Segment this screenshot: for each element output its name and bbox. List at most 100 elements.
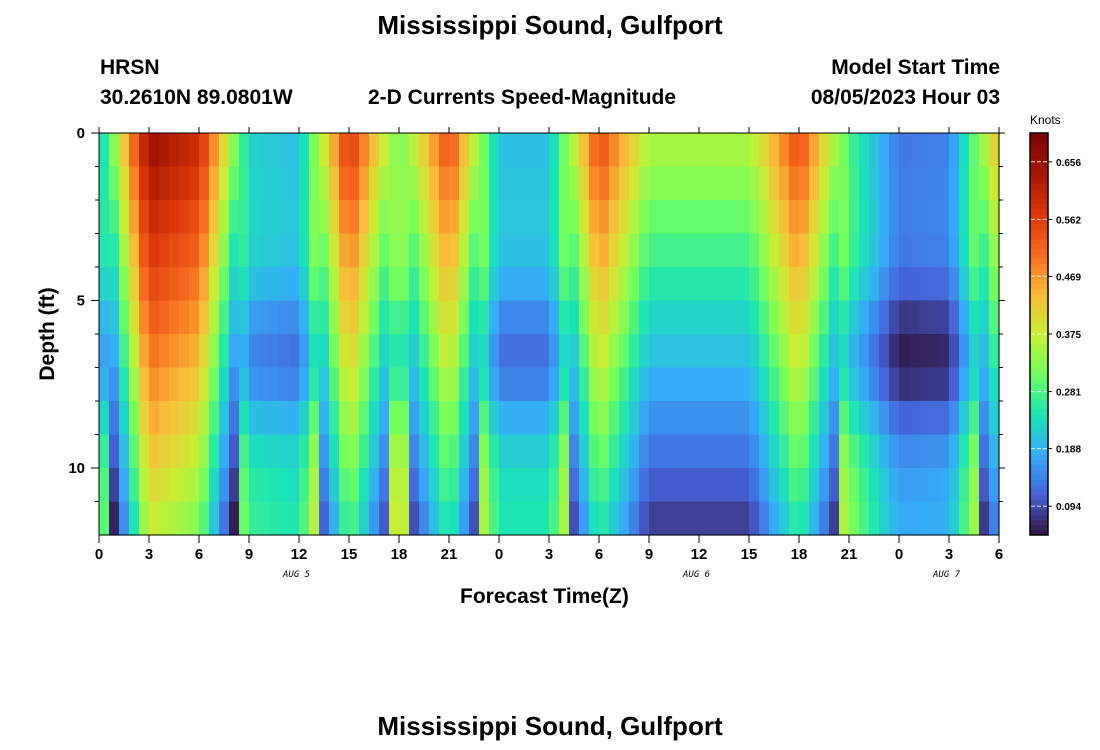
heatmap-cell xyxy=(739,501,750,536)
heatmap-cell xyxy=(259,300,270,335)
heatmap-cell xyxy=(209,133,220,168)
heatmap-cell xyxy=(159,166,170,201)
heatmap-cell xyxy=(529,233,540,268)
heatmap-cell xyxy=(769,133,780,168)
heatmap-cell xyxy=(789,166,800,201)
heatmap-cell xyxy=(629,501,640,536)
heatmap-cell xyxy=(429,233,440,268)
heatmap-cell xyxy=(169,200,180,235)
heatmap-cell xyxy=(749,233,760,268)
heatmap-cell xyxy=(599,334,610,369)
heatmap-cell xyxy=(859,434,870,469)
heatmap-cell xyxy=(469,367,480,402)
heatmap-cell xyxy=(669,434,680,469)
heatmap-cell xyxy=(829,501,840,536)
heatmap-cell xyxy=(659,434,670,469)
heatmap-cell xyxy=(909,233,920,268)
heatmap-cell xyxy=(289,300,300,335)
heatmap-cell xyxy=(159,267,170,302)
heatmap-cell xyxy=(869,501,880,536)
x-tick-label: 18 xyxy=(791,546,808,563)
heatmap-cell xyxy=(239,434,250,469)
heatmap-cell xyxy=(99,300,110,335)
heatmap-cell xyxy=(299,401,310,436)
heatmap-cell xyxy=(149,233,160,268)
colorbar-segment xyxy=(1030,308,1048,315)
heatmap-cell xyxy=(609,501,620,536)
heatmap-cell xyxy=(469,200,480,235)
heatmap-cell xyxy=(719,367,730,402)
heatmap-cell xyxy=(499,434,510,469)
heatmap-cell xyxy=(369,468,380,503)
colorbar-segment xyxy=(1030,258,1048,265)
heatmap-cell xyxy=(239,401,250,436)
heatmap-cell xyxy=(769,434,780,469)
heatmap-cell xyxy=(849,200,860,235)
colorbar-segment xyxy=(1030,464,1048,471)
heatmap-cell xyxy=(139,468,150,503)
heatmap-cell xyxy=(189,367,200,402)
heatmap-cell xyxy=(439,267,450,302)
heatmap-cell xyxy=(919,367,930,402)
heatmap-cell xyxy=(669,267,680,302)
heatmap-cell xyxy=(369,367,380,402)
heatmap-cell xyxy=(699,367,710,402)
heatmap-cell xyxy=(349,334,360,369)
heatmap-cell xyxy=(569,468,580,503)
heatmap-cell xyxy=(309,434,320,469)
heatmap-cell xyxy=(119,334,130,369)
heatmap-cell xyxy=(809,200,820,235)
heatmap-cell xyxy=(739,401,750,436)
heatmap-cell xyxy=(819,233,830,268)
heatmap-cell xyxy=(189,300,200,335)
heatmap-cell xyxy=(869,233,880,268)
heatmap-cell xyxy=(689,367,700,402)
heatmap-cell xyxy=(939,300,950,335)
heatmap-cell xyxy=(589,166,600,201)
heatmap-cell xyxy=(859,166,870,201)
heatmap-cell xyxy=(299,434,310,469)
heatmap-cell xyxy=(239,133,250,168)
heatmap-cell xyxy=(329,367,340,402)
heatmap-cell xyxy=(729,468,740,503)
heatmap-cell xyxy=(419,133,430,168)
heatmap-cell xyxy=(359,300,370,335)
heatmap-cell xyxy=(369,501,380,536)
heatmap-cell xyxy=(119,133,130,168)
heatmap-cell xyxy=(979,233,990,268)
heatmap-cell xyxy=(979,166,990,201)
heatmap-cell xyxy=(709,200,720,235)
x-tick-label: 3 xyxy=(945,546,953,563)
heatmap-cell xyxy=(509,267,520,302)
heatmap-cell xyxy=(659,267,670,302)
heatmap-cell xyxy=(509,468,520,503)
heatmap-cell xyxy=(499,166,510,201)
heatmap-cell xyxy=(749,501,760,536)
heatmap-cell xyxy=(749,267,760,302)
heatmap-cell xyxy=(339,501,350,536)
heatmap-cell xyxy=(559,367,570,402)
heatmap-cell xyxy=(399,434,410,469)
colorbar-segment xyxy=(1030,349,1048,355)
heatmap-cell xyxy=(569,233,580,268)
colorbar-tick-label: 0.562 xyxy=(1056,215,1081,226)
heatmap-cell xyxy=(259,200,270,235)
heatmap-cell xyxy=(259,434,270,469)
heatmap-cell xyxy=(909,501,920,536)
heatmap-cell xyxy=(299,233,310,268)
heatmap-cell xyxy=(529,468,540,503)
date-label: AUG 5 xyxy=(283,570,311,580)
heatmap-cell xyxy=(469,300,480,335)
heatmap-cell xyxy=(459,233,470,268)
heatmap-cell xyxy=(689,267,700,302)
heatmap-cell xyxy=(639,501,650,536)
heatmap-cell xyxy=(879,334,890,369)
colorbar-tick-label: 0.281 xyxy=(1056,388,1081,399)
heatmap-cell xyxy=(359,233,370,268)
heatmap-cell xyxy=(559,434,570,469)
heatmap-cell xyxy=(229,166,240,201)
heatmap-cell xyxy=(739,166,750,201)
heatmap-cell xyxy=(539,200,550,235)
heatmap-cell xyxy=(549,133,560,168)
colorbar: 0.094 0.188 0.281 0.375 0.469 0.562 0.656 xyxy=(1029,132,1081,536)
